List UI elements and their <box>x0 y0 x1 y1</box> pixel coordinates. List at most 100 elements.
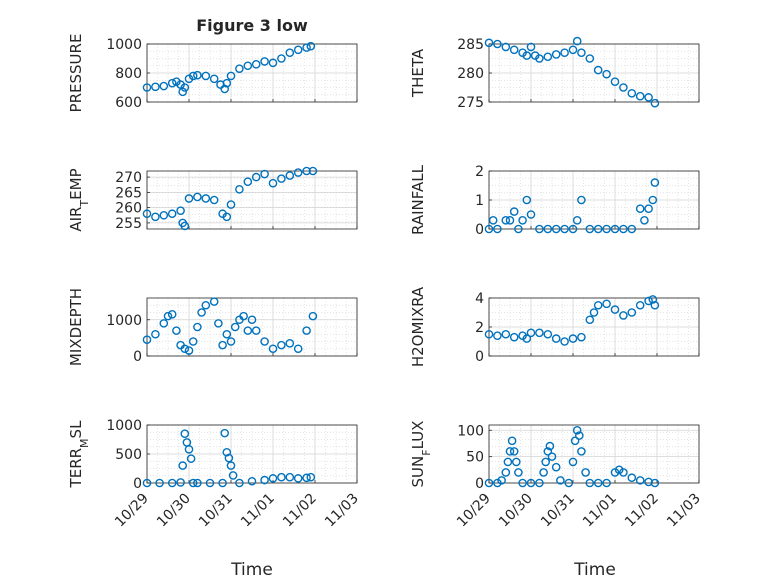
y-tick-label: 1000 <box>106 418 142 434</box>
data-point <box>293 45 303 55</box>
y-tick-label: 4 <box>475 291 484 307</box>
y-axis-label: PRESSURE <box>67 34 85 113</box>
data-point <box>585 478 595 488</box>
data-point <box>577 332 586 342</box>
data-point <box>602 69 611 79</box>
data-point <box>551 334 561 343</box>
data-point <box>551 50 561 59</box>
y-axis-label: MIXDEPTH <box>67 288 85 366</box>
data-point <box>209 74 219 84</box>
data-point <box>224 453 234 463</box>
data-point <box>575 431 584 440</box>
data-point <box>214 319 223 328</box>
data-point <box>306 41 316 51</box>
data-point <box>572 215 582 225</box>
data-point <box>644 477 653 487</box>
panel-sun-flux: 10/29 10/30 10/31 11/01 11/02 11/03 0 50 100 SUNF… <box>409 421 704 531</box>
data-point <box>186 454 196 463</box>
data-point <box>650 478 660 488</box>
data-point <box>209 297 219 306</box>
data-point <box>180 221 190 231</box>
data-point <box>539 468 548 477</box>
data-point <box>614 465 624 475</box>
data-point <box>572 425 582 435</box>
data-point <box>226 71 236 81</box>
data-point <box>526 478 536 488</box>
data-point <box>522 334 532 343</box>
figure-title: Figure 3 low <box>196 16 308 35</box>
data-point <box>142 335 152 344</box>
data-point <box>501 329 511 339</box>
data-point <box>247 315 257 325</box>
data-point <box>518 215 527 225</box>
data-point <box>151 212 160 222</box>
panel-rainfall: 0 1 2 RAINFALL <box>409 164 700 238</box>
data-point <box>522 195 532 205</box>
x-tick-label: 10/29 <box>454 491 494 531</box>
data-point <box>543 329 553 339</box>
data-point <box>610 468 620 477</box>
data-point <box>159 81 169 91</box>
data-point <box>619 224 628 234</box>
data-point <box>512 457 521 467</box>
y-axis-label: RAINFALL <box>409 164 427 235</box>
data-point <box>610 305 620 314</box>
data-point <box>239 311 248 321</box>
data-point <box>635 300 645 310</box>
data-point <box>228 471 238 480</box>
data-point <box>277 54 286 63</box>
data-point <box>151 82 160 92</box>
data-point <box>260 475 269 485</box>
y-tick-label: 100 <box>457 423 484 439</box>
data-point <box>180 429 190 439</box>
y-tick-label: 255 <box>115 216 142 232</box>
data-point <box>235 478 244 488</box>
data-point <box>277 340 286 350</box>
data-point <box>142 478 152 488</box>
data-point <box>545 441 555 451</box>
data-point <box>201 194 211 203</box>
y-tick-label: 0 <box>475 222 484 238</box>
y-axis-label: THETA <box>409 48 427 98</box>
data-point <box>193 70 202 80</box>
data-point <box>602 224 611 234</box>
data-point <box>493 224 502 234</box>
data-point <box>543 52 553 62</box>
data-point <box>209 195 219 205</box>
axes-box <box>146 297 358 357</box>
data-point <box>260 169 269 179</box>
panel-mixdepth: 0 1000 MIXDEPTH <box>67 288 358 366</box>
y-tick-label: 50 <box>466 450 484 466</box>
data-point <box>484 329 494 339</box>
data-point <box>635 91 645 101</box>
data-point <box>493 478 502 488</box>
data-point <box>167 310 177 319</box>
data-point <box>522 51 532 60</box>
data-point <box>226 200 236 209</box>
data-point <box>644 93 653 102</box>
data-point <box>503 457 513 467</box>
data-point <box>507 436 517 446</box>
data-point <box>167 78 177 88</box>
xlabel-right: Time <box>573 560 616 580</box>
data-point <box>268 58 278 68</box>
data-point <box>501 468 511 477</box>
data-point <box>514 224 523 234</box>
data-point <box>635 204 645 213</box>
data-point <box>308 166 318 176</box>
data-point <box>226 461 236 470</box>
data-point <box>585 54 595 63</box>
data-point <box>220 428 229 438</box>
data-point <box>222 212 232 222</box>
y-tick-label: 280 <box>457 66 484 82</box>
data-point <box>581 468 590 477</box>
data-point <box>193 322 202 332</box>
data-point <box>593 478 603 488</box>
data-point <box>564 478 574 488</box>
data-point <box>188 337 198 346</box>
data-point <box>610 77 620 86</box>
data-point <box>570 436 580 446</box>
x-tick-label: 11/02 <box>622 491 662 531</box>
x-tick-label: 10/31 <box>538 491 578 531</box>
